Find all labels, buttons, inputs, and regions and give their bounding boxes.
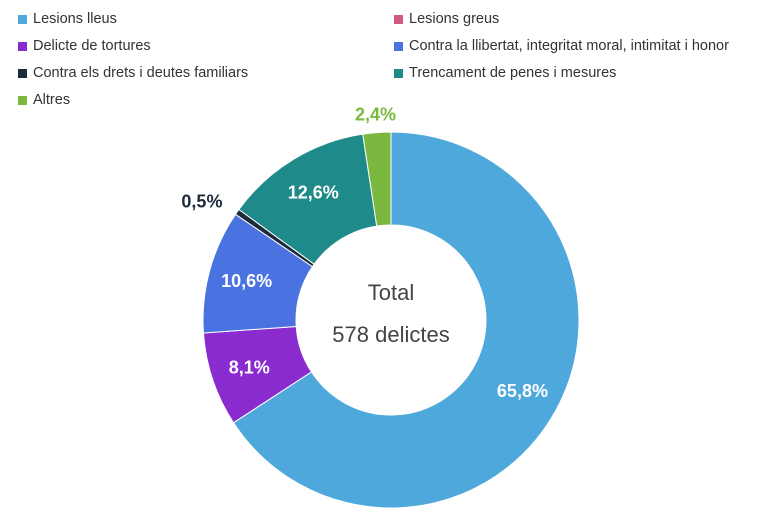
legend-label: Lesions lleus [33,11,117,27]
legend-swatch [18,68,27,78]
legend-item-delicte-de-tortures: Delicte de tortures [18,36,151,56]
center-subtitle: 578 delictes [332,322,449,347]
data-label-contra-els-drets-i-deutes-familiars: 0,5% [181,192,222,212]
legend-swatch [18,95,27,105]
legend-item-lesions-lleus: Lesions lleus [18,9,117,29]
legend-label: Contra els drets i deutes familiars [33,65,249,81]
legend-label: Delicte de tortures [33,38,151,54]
legend-item-lesions-greus: Lesions greus [394,9,499,29]
legend-swatch [18,41,27,51]
legend-item-trencament-de-penes-i-mesures: Trencament de penes i mesures [394,63,616,83]
legend-item-contra-els-drets-i-deutes-familiars: Contra els drets i deutes familiars [18,63,248,83]
legend-item-contra-la-llibertat-integritat-moral-intimitat-i-honor: Contra la llibertat, integritat moral, i… [394,36,729,56]
legend-swatch [394,68,403,78]
data-label-contra-la-llibertat-integritat-moral-intimitat-i-honor: 10,6% [221,271,272,291]
slices-group [202,131,580,509]
data-label-altres: 2,4% [355,105,396,125]
chart-legend: Lesions lleus Lesions greus Delicte de tor… [0,0,760,120]
legend-item-altres: Altres [18,90,70,110]
legend-label: Lesions greus [409,11,500,27]
legend-swatch [394,41,403,51]
legend-swatch [394,14,403,24]
legend-label: Contra la llibertat, integritat moral, i… [409,38,729,54]
center-title: Total [368,280,414,305]
slice-labels-group: 65,8% 8,1% 10,6% 0,5% 12,6% 2,4% [181,105,548,402]
legend-swatch [18,14,27,24]
slice-altres [362,131,392,227]
legend-label: Trencament de penes i mesures [409,65,617,81]
data-label-lesions-lleus: 65,8% [497,381,548,401]
data-label-trencament-de-penes-i-mesures: 12,6% [288,182,339,202]
slice-lesions-lleus [232,131,580,509]
legend-label: Altres [33,92,71,108]
data-label-delicte-de-tortures: 8,1% [229,358,270,378]
